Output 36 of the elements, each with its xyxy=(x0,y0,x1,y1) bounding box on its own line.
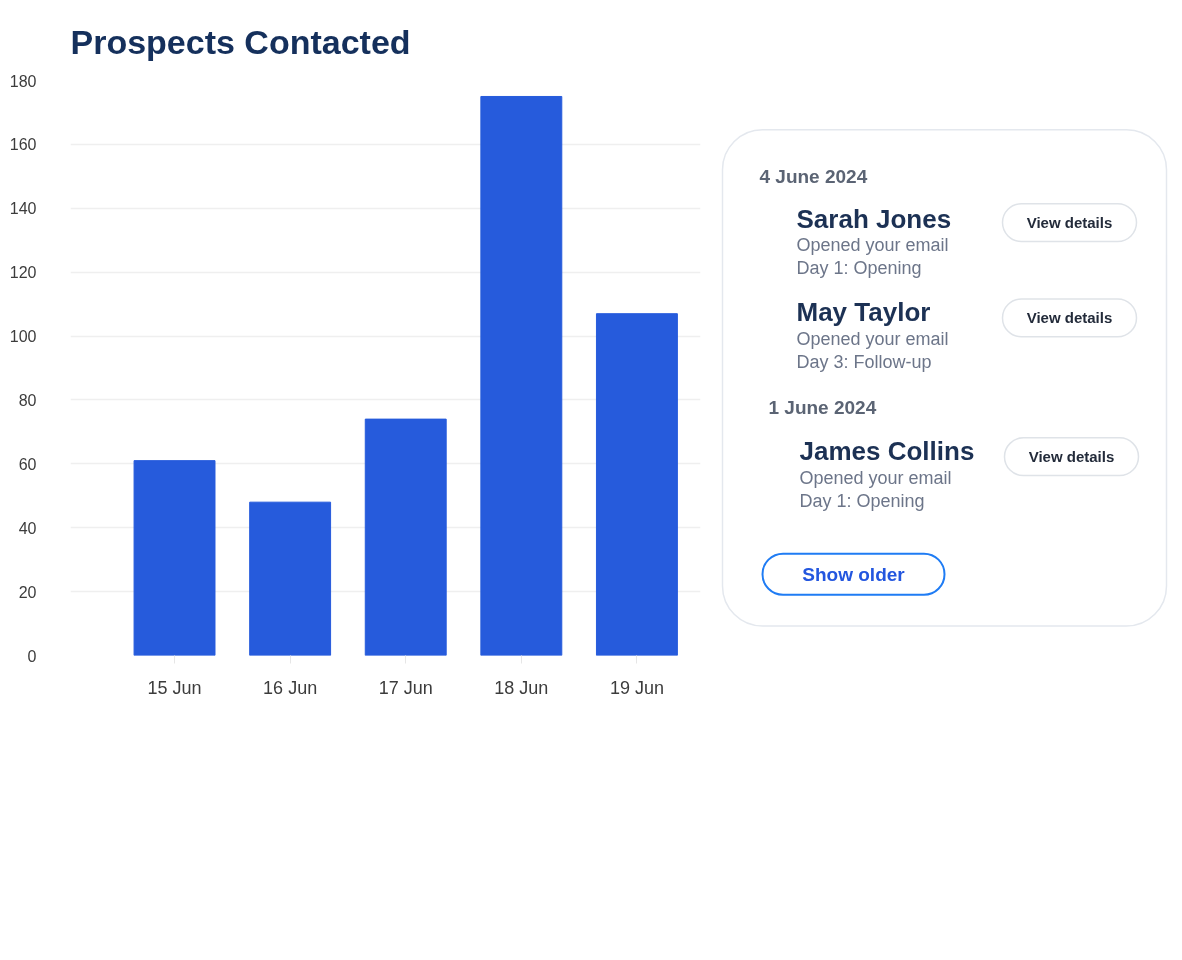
text: James Collins xyxy=(799,435,975,466)
y-tick-label: 40 xyxy=(18,519,37,537)
bar xyxy=(595,313,678,656)
text: View details xyxy=(1026,309,1113,327)
text: Sarah Jones xyxy=(796,203,952,234)
text: Day 1: Opening xyxy=(799,491,925,512)
text: 1 June 2024 xyxy=(768,396,877,418)
bar xyxy=(480,95,563,656)
chart-title: Prospects Contacted xyxy=(70,22,411,61)
bar xyxy=(249,501,332,656)
y-tick-label: 20 xyxy=(18,583,37,601)
text: View details xyxy=(1028,448,1115,466)
y-tick-label: 0 xyxy=(27,647,37,665)
text: Opened your email xyxy=(799,468,952,489)
text: Day 3: Follow-up xyxy=(796,352,932,373)
text: Opened your email xyxy=(796,234,949,255)
text: May Taylor xyxy=(796,297,931,328)
y-tick-label: 60 xyxy=(18,455,37,473)
text: Show older xyxy=(802,563,906,585)
text: View details xyxy=(1026,214,1113,232)
text: 4 June 2024 xyxy=(759,166,868,188)
bar xyxy=(133,460,216,656)
x-tick-label: 19 Jun xyxy=(609,677,664,698)
x-tick-label: 15 Jun xyxy=(147,677,202,698)
text: Day 1: Opening xyxy=(796,257,922,278)
text: Opened your email xyxy=(796,329,949,350)
y-tick-label: 160 xyxy=(9,136,37,154)
y-tick-label: 120 xyxy=(9,264,37,282)
y-tick-label: 80 xyxy=(18,391,37,409)
bar xyxy=(364,418,447,656)
x-tick-label: 18 Jun xyxy=(494,677,549,698)
x-tick-label: 17 Jun xyxy=(378,677,433,698)
y-tick-label: 140 xyxy=(9,200,37,218)
y-tick-label: 180 xyxy=(9,72,37,90)
x-tick-label: 16 Jun xyxy=(263,677,318,698)
y-tick-label: 100 xyxy=(9,328,37,346)
